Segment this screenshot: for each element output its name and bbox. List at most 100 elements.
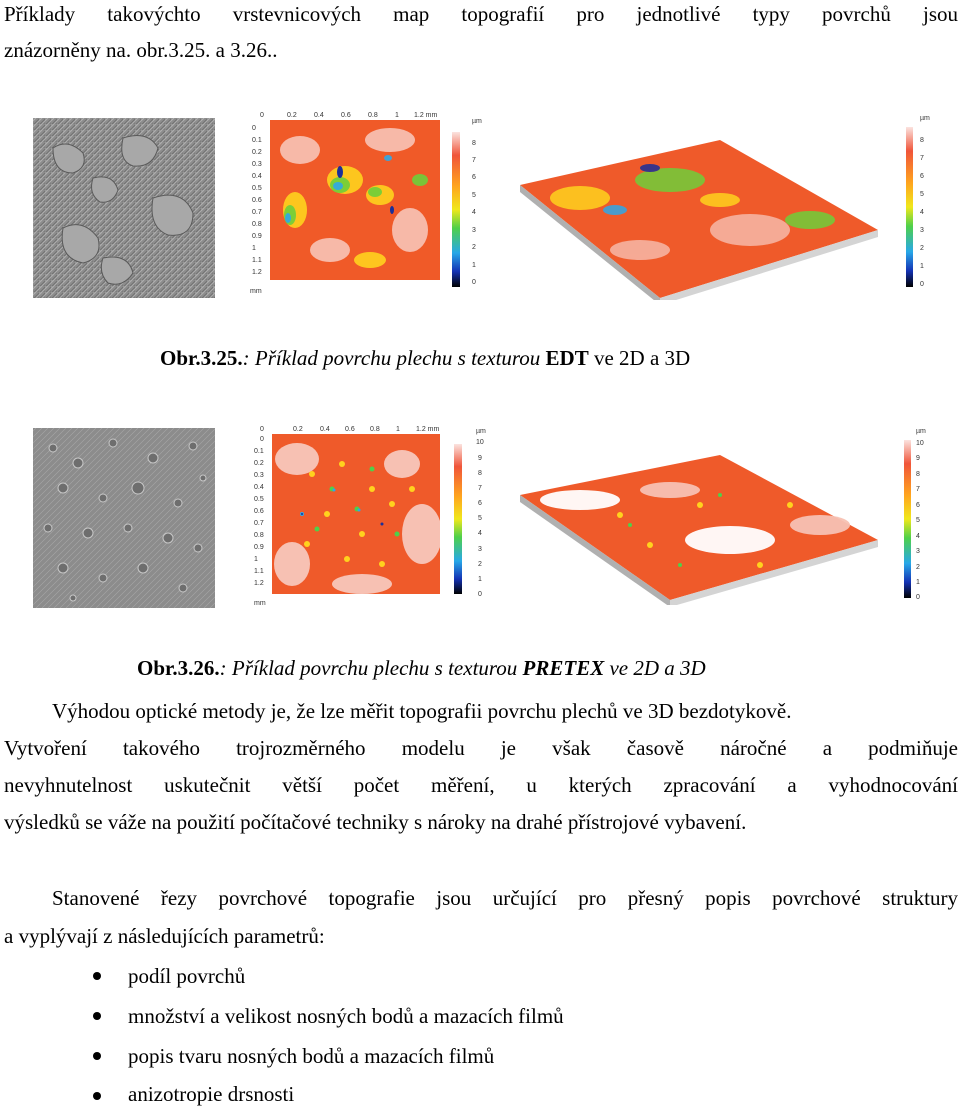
scale-unit: µm: [476, 428, 486, 435]
scale-unit: µm: [920, 115, 930, 122]
y-tick: 0.5: [252, 185, 262, 192]
y-tick: 0.8: [254, 532, 264, 539]
list-item: podíl povrchů: [128, 964, 246, 988]
x-tick: 0.4: [320, 426, 330, 433]
y-tick: 0.9: [254, 544, 264, 551]
body-p1-line-3: nevyhnutelnost uskutečnit větší počet mě…: [4, 773, 958, 797]
y-tick: 1: [254, 556, 258, 563]
scale-tick: 5: [472, 192, 476, 199]
scale-tick: 8: [916, 471, 920, 478]
y-tick: 0.7: [254, 520, 264, 527]
y-tick: 1.2: [252, 269, 262, 276]
x-tick: 0.8: [368, 112, 378, 119]
scale-unit: µm: [916, 428, 926, 435]
y-unit: mm: [250, 288, 262, 295]
color-scale-bar: [906, 127, 913, 287]
y-unit: mm: [254, 600, 266, 607]
edt-3d-color-scale: µm 8 7 6 5 4 3 2 1 0: [900, 115, 950, 295]
scale-tick: 0: [916, 594, 920, 601]
scale-tick: 6: [478, 500, 482, 507]
scale-tick: 5: [916, 517, 920, 524]
y-tick: 0.3: [252, 161, 262, 168]
scale-tick: 4: [920, 209, 924, 216]
edt-2d-map: 0 0.2 0.4 0.6 0.8 1 1.2 mm 0 0.1 0.2 0.3…: [240, 110, 482, 300]
body-p2-line-1: Stanovené řezy povrchové topografie jsou…: [52, 886, 958, 910]
pretex-heightmap: [272, 434, 440, 594]
bullet-icon: [93, 1052, 101, 1060]
scale-tick: 1: [916, 579, 920, 586]
scale-unit: µm: [472, 118, 482, 125]
caption-ref: Obr.3.26.: [137, 656, 220, 680]
scale-tick: 7: [472, 157, 476, 164]
x-tick: 0.2: [293, 426, 303, 433]
y-tick: 1.2: [254, 580, 264, 587]
scale-tick: 4: [478, 530, 482, 537]
bullet-icon: [93, 1092, 101, 1100]
y-tick: 0: [260, 436, 264, 443]
scale-tick: 2: [920, 245, 924, 252]
x-tick: 0.6: [341, 112, 351, 119]
scale-tick: 3: [916, 548, 920, 555]
scale-tick: 3: [920, 227, 924, 234]
scale-tick: 7: [920, 155, 924, 162]
scale-tick: 0: [920, 281, 924, 288]
scale-tick: 8: [478, 470, 482, 477]
scale-tick: 6: [472, 174, 476, 181]
body-p2-line-2: a vyplývají z následujících parametrů:: [4, 924, 325, 948]
x-tick: 1.2 mm: [414, 112, 438, 119]
pretex-color-scale: [454, 444, 462, 594]
pretex-3d-view: [520, 455, 878, 605]
x-tick: 0: [260, 112, 264, 119]
y-tick: 0: [252, 125, 256, 132]
scale-tick: 0: [472, 279, 476, 286]
scale-tick: 2: [916, 564, 920, 571]
scale-tick: 5: [920, 191, 924, 198]
pretex-grayscale-image: [33, 428, 215, 608]
scale-tick: 3: [478, 546, 482, 553]
y-tick: 1.1: [252, 257, 262, 264]
scale-tick: 2: [472, 244, 476, 251]
y-tick: 0.2: [252, 149, 262, 156]
edt-grayscale-image: [33, 118, 215, 298]
scale-tick: 8: [472, 140, 476, 147]
intro-line-2: znázorněny na. obr.3.25. a 3.26..: [4, 38, 278, 62]
y-tick: 1: [252, 245, 256, 252]
y-tick: 0.4: [252, 173, 262, 180]
scale-tick: 10: [476, 439, 484, 446]
caption-text: : Příklad povrchu plechu s texturou: [219, 656, 523, 680]
body-p1-line-2: Vytvoření takového trojrozměrného modelu…: [4, 736, 958, 760]
caption-ref: Obr.3.25.: [160, 346, 243, 370]
y-tick: 0.4: [254, 484, 264, 491]
y-tick: 0.3: [254, 472, 264, 479]
y-tick: 0.8: [252, 221, 262, 228]
pretex-3d-color-scale: µm 10 9 8 7 6 5 4 3 2 1 0: [900, 428, 950, 608]
scale-tick: 6: [920, 173, 924, 180]
x-tick: 1.2 mm: [416, 426, 440, 433]
scale-tick: 3: [472, 227, 476, 234]
bullet-icon: [93, 972, 101, 980]
figure-caption-pretex: Obr.3.26.: Příklad povrchu plechu s text…: [137, 656, 706, 681]
scale-tick: 2: [478, 561, 482, 568]
y-tick: 0.1: [254, 448, 264, 455]
y-tick: 0.7: [252, 209, 262, 216]
scale-tick: 4: [472, 209, 476, 216]
list-item: množství a velikost nosných bodů a mazac…: [128, 1004, 564, 1028]
y-tick: 1.1: [254, 568, 264, 575]
bullet-icon: [93, 1012, 101, 1020]
edt-3d-view: [520, 140, 878, 300]
y-tick: 0.2: [254, 460, 264, 467]
x-tick: 0.6: [345, 426, 355, 433]
x-tick: 0: [260, 426, 264, 433]
caption-tail: ve 2D a 3D: [588, 346, 691, 370]
list-item: anizotropie drsnosti: [128, 1082, 295, 1106]
scale-tick: 9: [478, 455, 482, 462]
y-tick: 0.5: [254, 496, 264, 503]
scale-tick: 1: [472, 262, 476, 269]
scale-tick: 7: [916, 486, 920, 493]
scale-tick: 1: [478, 576, 482, 583]
x-tick: 0.8: [370, 426, 380, 433]
caption-text: : Příklad povrchu plechu s texturou: [242, 346, 546, 370]
caption-tail: ve 2D a 3D: [604, 656, 706, 680]
x-tick: 0.2: [287, 112, 297, 119]
scale-tick: 5: [478, 515, 482, 522]
